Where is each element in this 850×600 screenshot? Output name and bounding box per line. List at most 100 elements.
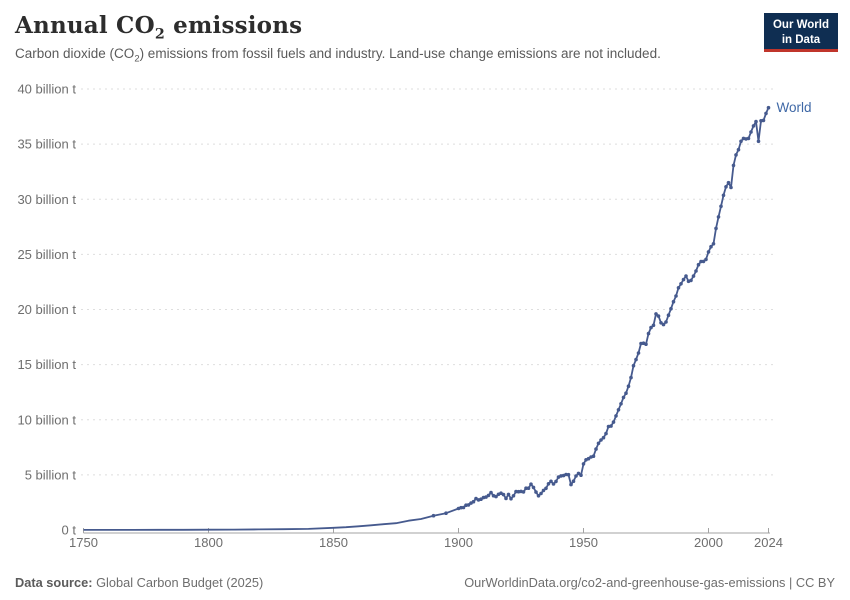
title-subscript: 2 (154, 26, 165, 43)
data-point (591, 454, 596, 459)
data-point (524, 486, 528, 491)
data-point (534, 490, 538, 494)
data-point (614, 414, 618, 418)
data-point (726, 180, 731, 185)
data-point (689, 278, 693, 283)
data-point (679, 282, 683, 286)
data-point (471, 499, 476, 504)
data-point (746, 136, 751, 141)
data-point (466, 503, 471, 507)
data-point (669, 306, 673, 311)
data-point (486, 493, 491, 498)
data-point (594, 447, 598, 451)
x-axis-tick-label: 2000 (694, 535, 723, 550)
data-point (616, 408, 621, 412)
data-point (681, 277, 686, 282)
data-point (536, 494, 541, 498)
series-label-world[interactable]: World (777, 100, 812, 115)
data-point (624, 391, 628, 396)
data-point (554, 479, 558, 484)
data-point (551, 482, 556, 486)
data-point (761, 118, 766, 123)
data-point (659, 321, 663, 325)
data-point (601, 435, 606, 440)
data-point (739, 139, 743, 144)
data-point (756, 139, 761, 144)
data-point (711, 242, 716, 246)
data-point (596, 441, 601, 446)
data-point (734, 153, 738, 157)
title-text-2: emissions (164, 12, 303, 39)
attribution-link[interactable]: OurWorldinData.org/co2-and-greenhouse-ga… (464, 575, 835, 590)
y-axis-tick-label: 30 billion t (17, 192, 76, 207)
data-point (719, 204, 723, 209)
data-point (531, 485, 536, 490)
data-point (766, 105, 771, 110)
data-point (701, 259, 706, 264)
y-axis-tick-label: 15 billion t (17, 357, 76, 372)
owid-logo[interactable]: Our World in Data (764, 13, 838, 52)
y-axis-tick-label: 40 billion t (17, 82, 76, 97)
data-source-value: Global Carbon Budget (2025) (92, 575, 264, 590)
data-point (729, 185, 733, 190)
data-point (549, 479, 553, 484)
logo-line1: Our World (772, 19, 829, 31)
data-point (714, 226, 718, 231)
x-axis-tick-label: 1800 (194, 535, 223, 550)
y-axis-tick-label: 0 t (62, 523, 77, 538)
data-point (501, 492, 506, 497)
data-point (709, 244, 713, 249)
page-title: Annual CO2 emissions (15, 12, 835, 42)
data-point (431, 513, 436, 518)
data-point (654, 312, 658, 316)
x-axis-tick-label: 1900 (444, 535, 473, 550)
data-point (579, 473, 583, 478)
data-point (764, 111, 768, 116)
x-axis-tick-label: 1950 (569, 535, 598, 550)
data-point (704, 257, 708, 262)
data-point (521, 490, 526, 494)
data-point (526, 486, 531, 491)
data-point (656, 314, 661, 318)
data-point (631, 363, 636, 368)
y-axis-tick-label: 25 billion t (17, 247, 76, 262)
data-point (691, 274, 696, 278)
data-point (599, 438, 603, 442)
data-point (619, 402, 623, 406)
chart-subtitle: Carbon dioxide (CO2) emissions from foss… (15, 46, 661, 65)
data-point (604, 431, 608, 436)
data-point (509, 496, 513, 501)
y-axis-tick-label: 20 billion t (17, 302, 76, 317)
data-point (706, 250, 711, 254)
data-point (696, 262, 701, 267)
data-point (664, 320, 668, 324)
data-point (626, 384, 631, 389)
data-point (611, 420, 616, 424)
data-point (576, 471, 581, 476)
data-point (749, 130, 753, 134)
line-chart-canvas[interactable]: 0 t 5 billion t 10 billion t 15 billion t 20… (0, 80, 850, 555)
data-point (674, 294, 678, 298)
title-text: Annual CO (15, 12, 155, 39)
logo-line2: in Data (781, 33, 821, 46)
data-point (566, 472, 571, 477)
data-point (541, 488, 546, 493)
y-axis-tick-label: 35 billion t (17, 137, 76, 152)
data-point (636, 351, 641, 355)
data-point (504, 496, 508, 501)
data-point (731, 163, 736, 168)
data-point (646, 331, 651, 336)
data-point (651, 323, 656, 328)
data-point (581, 462, 586, 466)
data-point (676, 286, 681, 290)
data-point (661, 322, 666, 327)
data-point (571, 479, 576, 484)
data-source: Data source: Global Carbon Budget (2025) (15, 575, 263, 590)
data-source-label: Data source: (15, 575, 93, 590)
x-axis-tick-label: 1750 (69, 535, 98, 550)
data-point (511, 494, 516, 498)
world-series-line[interactable] (83, 107, 770, 531)
data-point (529, 482, 533, 487)
data-point (506, 492, 511, 497)
data-point (621, 395, 626, 400)
